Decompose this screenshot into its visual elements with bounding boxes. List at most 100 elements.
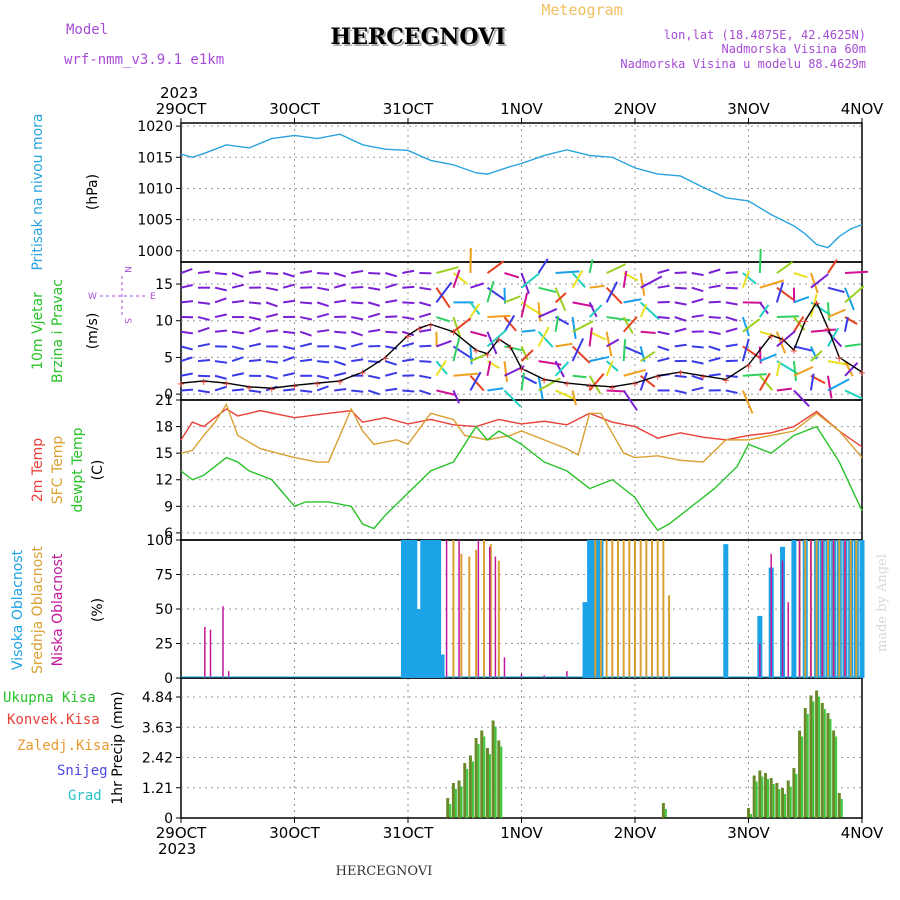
precip-bar-green bbox=[755, 781, 758, 818]
wind-barb bbox=[470, 352, 489, 363]
wind-barb bbox=[231, 372, 245, 377]
y-tick-label: 100 bbox=[146, 533, 173, 549]
wind-speed-marker: + bbox=[631, 379, 639, 390]
wind-barb bbox=[299, 342, 313, 348]
cloud-bar-high bbox=[859, 540, 865, 678]
y-tick-label: 1.21 bbox=[142, 781, 173, 797]
precip-bar-green bbox=[784, 794, 787, 818]
wind-barb bbox=[385, 272, 398, 278]
wind-barb bbox=[333, 371, 347, 377]
year-bottom: 2023 bbox=[158, 840, 196, 858]
wind-barb bbox=[674, 301, 687, 306]
wind-barb bbox=[520, 292, 529, 318]
x-tick-label-top: 2NOV bbox=[614, 100, 657, 118]
temp-dewpt-title: dewpt Temp bbox=[70, 427, 86, 512]
wind-barb bbox=[520, 272, 530, 295]
wind-speed-marker: + bbox=[790, 346, 798, 357]
wind-barb bbox=[758, 248, 762, 274]
precip-bar bbox=[781, 788, 785, 818]
cloud-bar-mid bbox=[651, 540, 654, 678]
compass-w: W bbox=[88, 292, 97, 302]
y-tick-label: 0 bbox=[164, 811, 173, 827]
wind-barb bbox=[793, 295, 810, 304]
wind-barb bbox=[368, 286, 381, 291]
wind-barb bbox=[725, 271, 738, 275]
precip-bar bbox=[798, 730, 802, 818]
wind-barb bbox=[299, 330, 312, 337]
wind-barb bbox=[537, 326, 550, 347]
pressure-line bbox=[180, 133, 863, 249]
cloud-bar-low bbox=[222, 606, 224, 678]
wind-barb bbox=[639, 272, 646, 296]
wind-speed-marker: + bbox=[676, 368, 684, 379]
wind-barb bbox=[571, 338, 585, 362]
wind-barb bbox=[759, 304, 770, 318]
wind-barb bbox=[844, 362, 859, 377]
credit-watermark: made by Angel bbox=[875, 554, 890, 652]
precip-bar-green bbox=[801, 736, 804, 818]
wind-barb bbox=[419, 344, 432, 348]
wind-barb bbox=[419, 360, 432, 363]
wind-barb bbox=[640, 330, 656, 335]
wind-barb bbox=[572, 320, 594, 333]
compass-e: E bbox=[150, 292, 156, 302]
wind-barb bbox=[793, 389, 810, 407]
x-tick-label-top: 31OCT bbox=[383, 100, 434, 118]
temp-unit: (C) bbox=[90, 460, 106, 481]
precip-bar bbox=[837, 793, 841, 818]
precip-bar-green bbox=[812, 701, 815, 818]
wind-speed-marker: + bbox=[517, 364, 525, 375]
x-tick-label-bottom: 3NOV bbox=[727, 824, 770, 842]
cloud-bar-mid bbox=[634, 540, 636, 678]
wind-barb bbox=[248, 301, 262, 305]
wind-barb bbox=[605, 360, 614, 377]
wind-barb bbox=[657, 330, 670, 336]
wind-barb bbox=[640, 350, 656, 362]
wind-speed-marker: + bbox=[495, 335, 503, 346]
temp-line-t2m bbox=[180, 408, 863, 448]
wind-barb bbox=[725, 301, 738, 306]
wind-barb bbox=[708, 268, 721, 274]
cloud-bar-high bbox=[424, 540, 430, 678]
precip-bar bbox=[457, 780, 461, 818]
wind-barb bbox=[793, 315, 805, 333]
wind-barb bbox=[402, 316, 415, 321]
wind-barb bbox=[180, 356, 193, 363]
wind-barb bbox=[316, 385, 329, 392]
cloud-bar-high bbox=[439, 654, 445, 678]
x-tick-label-bottom: 4NOV bbox=[841, 824, 884, 842]
cloud-bar-low bbox=[458, 540, 460, 678]
cloud-bar-mid bbox=[452, 540, 455, 678]
panel-frame-2 bbox=[180, 399, 863, 541]
cloud-bar-low bbox=[566, 671, 568, 678]
wind-barb bbox=[538, 286, 557, 294]
cloud-bar-mid bbox=[656, 540, 659, 678]
wind-barb bbox=[214, 385, 227, 392]
precip-bar-green bbox=[477, 744, 480, 818]
wind-barb bbox=[571, 269, 584, 289]
precip-bar bbox=[792, 768, 796, 818]
wind-barb bbox=[844, 270, 868, 275]
x-tick-label-bottom: 29OCT bbox=[156, 824, 207, 842]
wind-barb bbox=[368, 374, 381, 380]
x-tick-label-bottom: 30OCT bbox=[269, 824, 320, 842]
wind-barb bbox=[452, 337, 461, 362]
wind-barb bbox=[554, 361, 570, 377]
wind-barb bbox=[334, 345, 347, 350]
wind-barb bbox=[180, 267, 193, 274]
wind-barb bbox=[759, 279, 785, 289]
wind-barb bbox=[402, 285, 415, 289]
wind-barb bbox=[537, 331, 554, 348]
wind-barb bbox=[316, 374, 330, 380]
y-tick-label: 4.84 bbox=[142, 690, 173, 706]
precip-legend-frozen: Zaledj.Kisa bbox=[17, 738, 110, 754]
wind-speed-marker: + bbox=[177, 379, 185, 390]
precip-bar bbox=[758, 770, 762, 818]
wind-speed-marker: + bbox=[358, 368, 366, 379]
wind-barb bbox=[776, 315, 799, 319]
y-tick-label: 9 bbox=[164, 499, 173, 515]
wind-barb bbox=[334, 388, 347, 392]
wind-barb bbox=[588, 327, 593, 347]
x-tick-label-bottom: 31OCT bbox=[383, 824, 434, 842]
wind-barb bbox=[180, 345, 193, 351]
